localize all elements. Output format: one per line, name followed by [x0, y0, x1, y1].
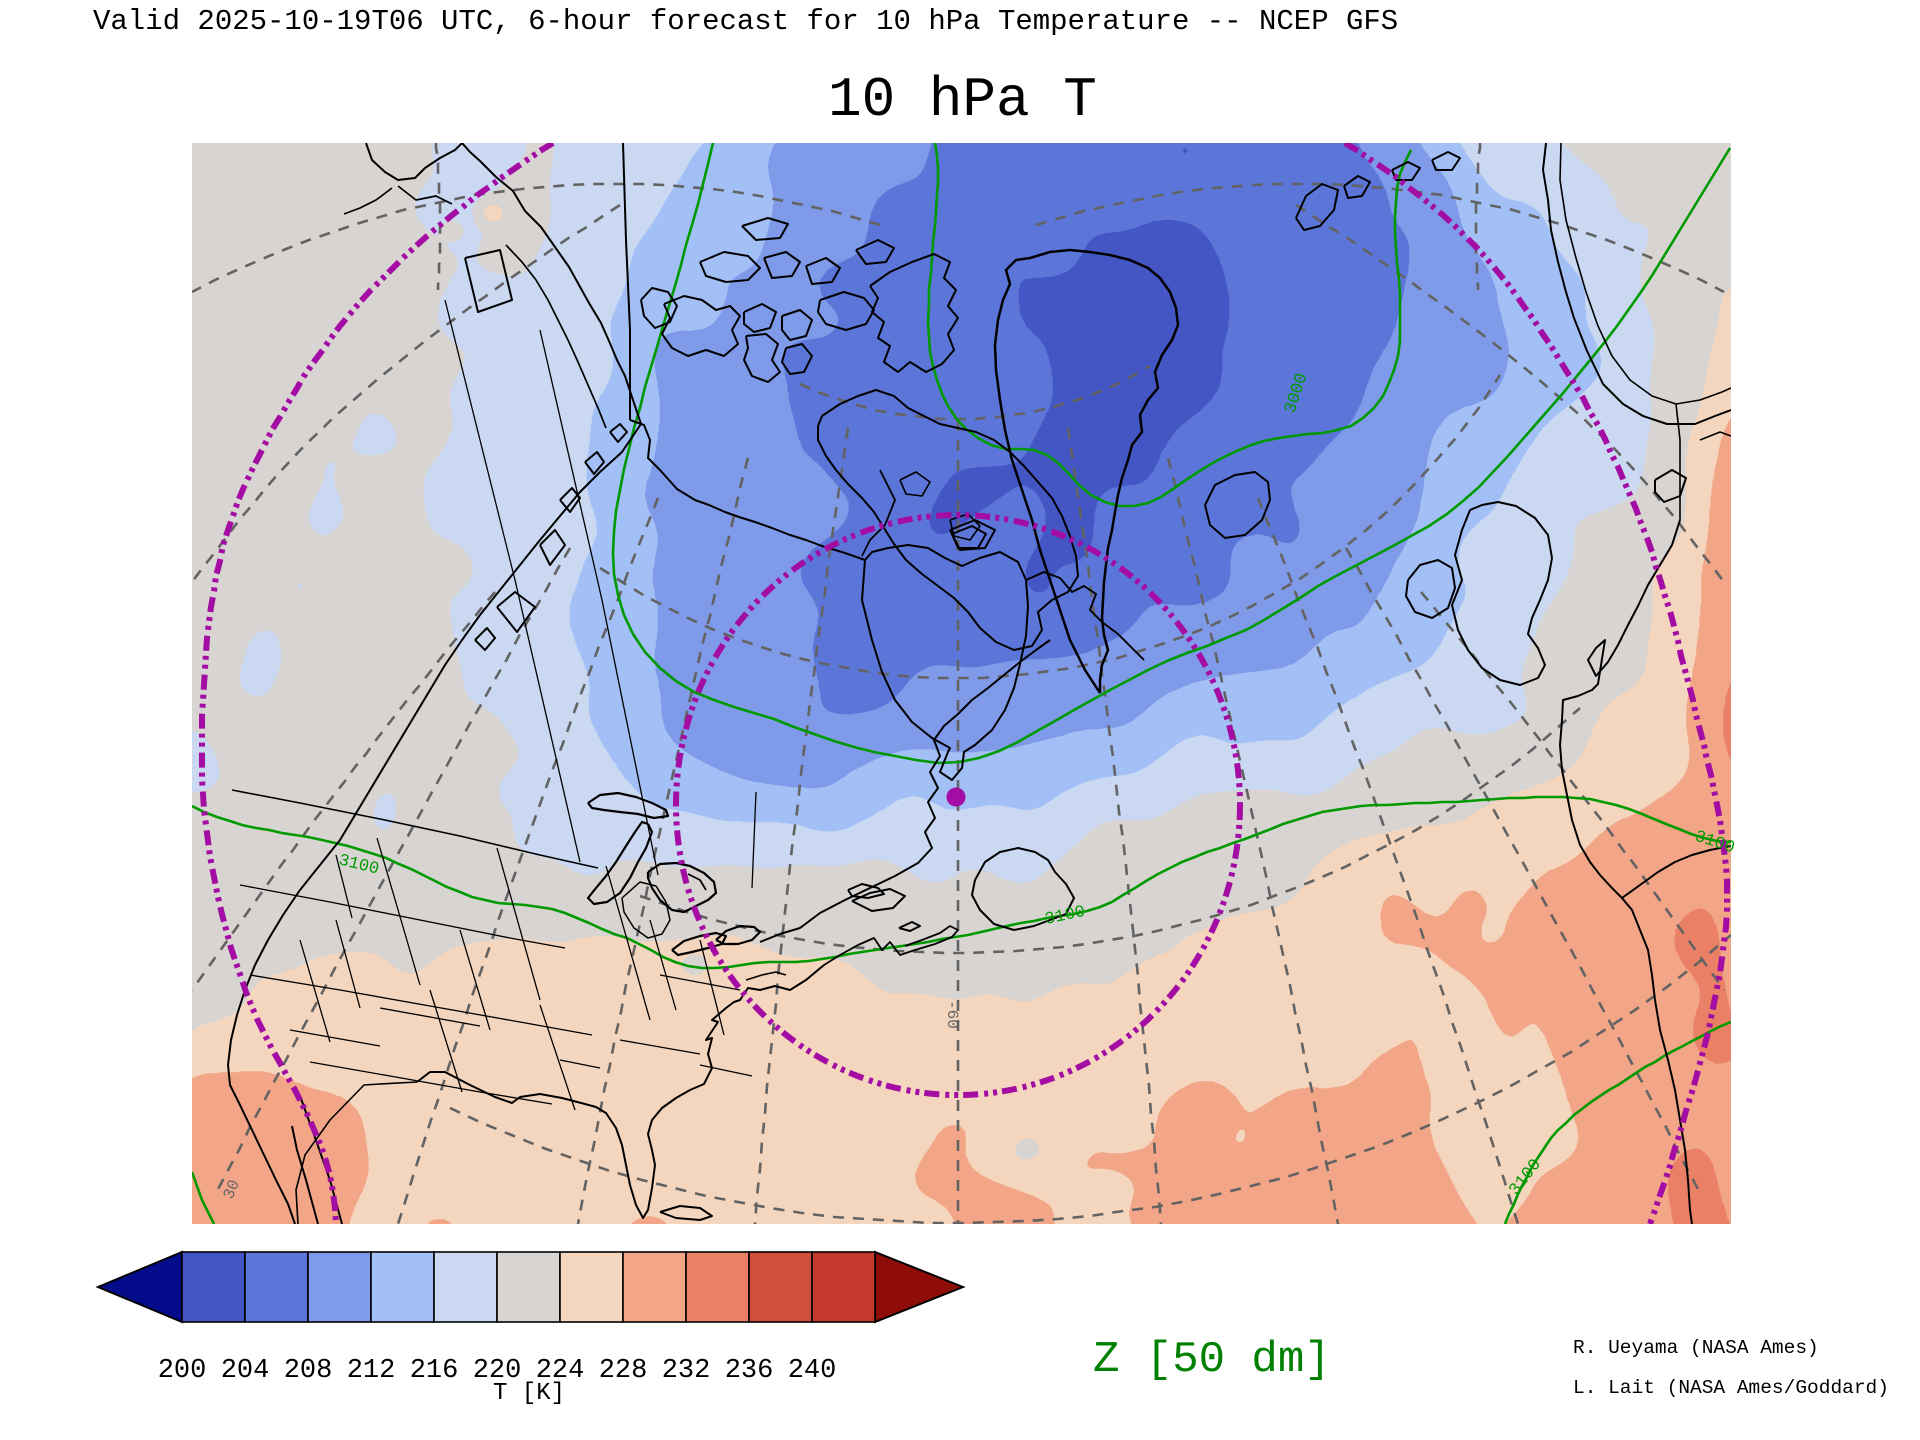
svg-text:216: 216: [410, 1356, 459, 1386]
svg-text:Valid 2025-10-19T06 UTC, 6-hou: Valid 2025-10-19T06 UTC, 6-hour forecast…: [93, 5, 1398, 38]
svg-text:Z [50 dm]: Z [50 dm]: [1093, 1335, 1331, 1385]
svg-text:200: 200: [158, 1356, 207, 1386]
svg-text:208: 208: [284, 1356, 333, 1386]
svg-text:-60: -60: [943, 1000, 961, 1029]
svg-text:212: 212: [347, 1356, 396, 1386]
svg-text:224: 224: [536, 1356, 585, 1386]
svg-text:232: 232: [662, 1356, 711, 1386]
svg-text:204: 204: [221, 1356, 270, 1386]
svg-text:T [K]: T [K]: [493, 1380, 565, 1407]
svg-text:220: 220: [473, 1356, 522, 1386]
svg-text:236: 236: [725, 1356, 774, 1386]
svg-text:240: 240: [788, 1356, 837, 1386]
svg-text:R. Ueyama (NASA Ames): R. Ueyama (NASA Ames): [1573, 1337, 1819, 1359]
svg-text:10 hPa T: 10 hPa T: [828, 68, 1097, 132]
svg-text:228: 228: [599, 1356, 648, 1386]
svg-text:L. Lait (NASA Ames/Goddard): L. Lait (NASA Ames/Goddard): [1573, 1377, 1889, 1399]
svg-text:30: 30: [220, 1177, 244, 1202]
